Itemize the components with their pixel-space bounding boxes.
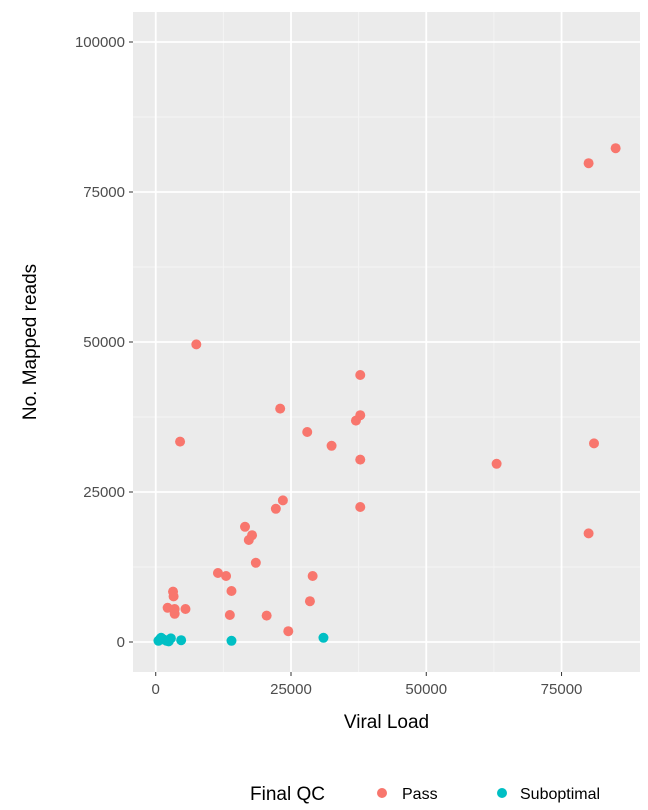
y-tick-label: 100000 <box>75 34 125 51</box>
major-gridlines <box>133 12 640 672</box>
data-point-pass <box>247 530 258 541</box>
data-points <box>153 143 621 647</box>
data-point-pass <box>261 610 272 621</box>
y-tick-label: 50000 <box>83 334 125 351</box>
data-point-suboptimal <box>226 635 237 646</box>
y-tick-label: 75000 <box>83 184 125 201</box>
data-point-suboptimal <box>318 632 329 643</box>
y-axis-title: No. Mapped reads <box>20 264 41 420</box>
data-point-pass <box>304 596 315 607</box>
data-point-pass <box>302 427 313 437</box>
data-point-pass <box>326 440 337 451</box>
data-point-pass <box>240 521 251 532</box>
legend: Final QC Pass Suboptimal <box>250 784 600 805</box>
data-point-pass <box>226 586 237 596</box>
legend-title: Final QC <box>250 784 325 805</box>
data-point-pass <box>583 158 594 169</box>
data-point-pass <box>250 557 261 568</box>
x-tick-label: 25000 <box>270 681 312 698</box>
data-point-pass <box>491 458 502 469</box>
x-axis-ticks: 0 25000 50000 75000 <box>152 672 583 698</box>
legend-label-pass: Pass <box>402 786 438 803</box>
data-point-pass <box>610 143 621 154</box>
data-point-pass <box>589 438 600 449</box>
data-point-suboptimal <box>163 636 174 647</box>
data-point-suboptimal <box>155 634 166 644</box>
data-point-pass <box>350 415 361 426</box>
data-point-pass <box>583 528 594 539</box>
legend-key-suboptimal <box>497 788 507 798</box>
data-point-pass <box>270 503 281 514</box>
data-point-pass <box>275 403 286 414</box>
y-tick-label: 25000 <box>83 484 125 501</box>
data-point-suboptimal <box>176 635 187 646</box>
data-point-pass <box>169 608 180 619</box>
data-point-pass <box>175 436 186 447</box>
data-point-pass <box>307 571 318 581</box>
x-axis-title: Viral Load <box>344 712 429 733</box>
data-point-pass <box>355 454 366 465</box>
data-point-pass <box>212 568 223 578</box>
data-point-pass <box>168 591 179 602</box>
x-tick-label: 75000 <box>541 681 583 698</box>
data-point-pass <box>191 339 202 350</box>
y-axis-ticks: 0 25000 50000 75000 100000 <box>75 34 133 651</box>
x-tick-label: 0 <box>152 681 160 698</box>
x-tick-label: 50000 <box>405 681 447 698</box>
data-point-pass <box>277 495 288 506</box>
data-point-pass <box>355 370 366 380</box>
data-point-pass <box>283 626 294 637</box>
data-point-pass <box>355 502 366 512</box>
y-tick-label: 0 <box>117 634 125 651</box>
legend-key-pass <box>377 788 387 798</box>
data-point-pass <box>180 604 191 614</box>
data-point-pass <box>224 610 235 620</box>
legend-label-suboptimal: Suboptimal <box>520 786 600 803</box>
data-point-pass <box>221 571 232 581</box>
